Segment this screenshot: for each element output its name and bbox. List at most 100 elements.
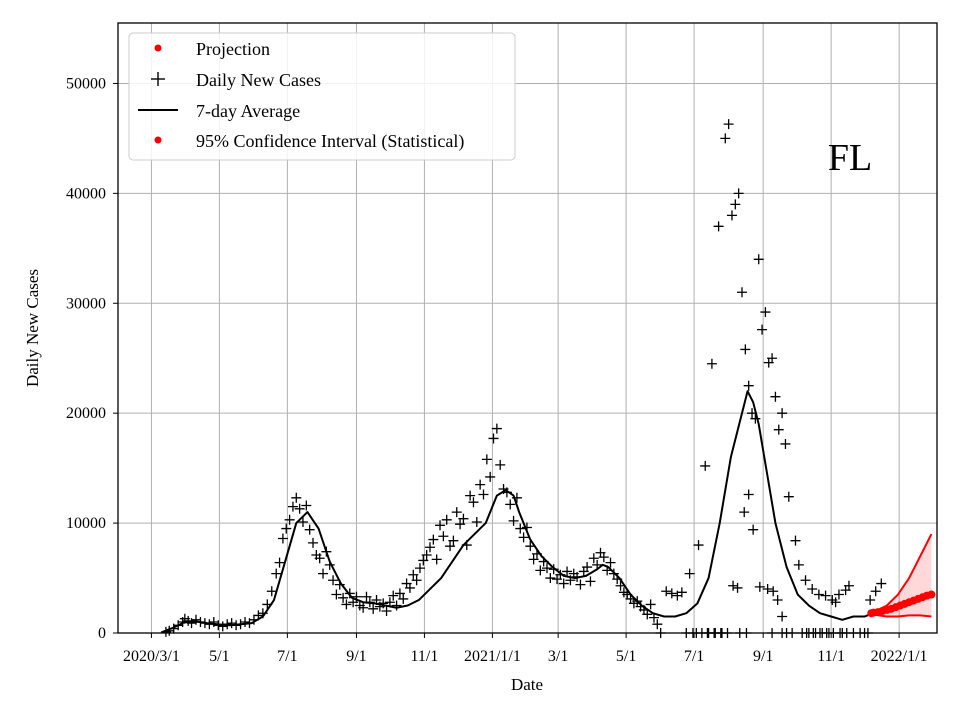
- daily-case-marker: [693, 540, 704, 551]
- daily-case-marker: [760, 307, 771, 318]
- daily-case-marker: [558, 578, 569, 589]
- daily-case-marker: [368, 603, 379, 614]
- daily-case-marker: [876, 578, 887, 589]
- daily-case-marker: [491, 423, 502, 434]
- daily-case-marker: [240, 617, 251, 628]
- daily-case-marker: [767, 353, 778, 364]
- legend-average-label: 7-day Average: [196, 101, 300, 121]
- daily-case-marker: [398, 593, 409, 604]
- daily-case-marker: [706, 358, 717, 369]
- daily-case-marker: [652, 619, 663, 630]
- daily-case-marker: [471, 516, 482, 527]
- daily-case-marker: [820, 590, 831, 601]
- daily-case-marker: [770, 391, 781, 402]
- daily-case-marker: [314, 553, 325, 564]
- daily-case-marker: [425, 542, 435, 553]
- daily-case-marker: [455, 519, 466, 530]
- daily-case-marker: [328, 575, 339, 586]
- daily-case-marker: [605, 557, 616, 568]
- ci-lower-line: [871, 613, 932, 618]
- daily-case-marker: [728, 580, 739, 591]
- x-tick-label: 2022/1/1: [871, 648, 928, 665]
- daily-case-marker: [723, 119, 734, 130]
- x-tick-label: 11/1: [410, 648, 438, 665]
- daily-case-marker: [441, 514, 452, 525]
- daily-case-marker: [720, 133, 731, 144]
- daily-case-marker: [391, 600, 402, 611]
- daily-case-marker: [451, 507, 462, 518]
- x-tick-label: 5/1: [616, 648, 636, 665]
- daily-case-marker: [865, 595, 876, 606]
- daily-case-marker: [318, 568, 329, 579]
- daily-case-marker: [284, 514, 295, 525]
- x-tick-label: 5/1: [209, 648, 229, 665]
- daily-case-marker: [271, 568, 282, 579]
- daily-case-marker: [748, 524, 759, 535]
- daily-case-marker: [445, 541, 456, 552]
- average-line: [162, 390, 871, 633]
- daily-case-marker: [777, 408, 788, 419]
- y-axis-title: Daily New Cases: [23, 269, 42, 387]
- daily-case-marker: [793, 559, 804, 570]
- daily-case-marker: [762, 584, 773, 595]
- daily-case-marker: [582, 562, 593, 573]
- daily-case-marker: [358, 602, 369, 613]
- daily-case-marker: [508, 515, 519, 526]
- y-tick-label: 10000: [66, 515, 106, 532]
- x-tick-label: 2021/1/1: [464, 648, 521, 665]
- legend-projection-label: Projection: [196, 39, 270, 59]
- daily-case-marker: [642, 609, 653, 620]
- daily-case-marker: [790, 535, 801, 546]
- daily-case-marker: [381, 606, 392, 617]
- daily-case-marker: [750, 413, 761, 424]
- daily-case-marker: [737, 287, 747, 298]
- daily-case-marker: [226, 618, 237, 629]
- daily-case-marker: [304, 524, 315, 535]
- daily-case-marker: [773, 424, 784, 435]
- daily-case-marker: [505, 499, 516, 510]
- daily-case-marker: [411, 575, 422, 586]
- daily-case-marker: [535, 565, 546, 576]
- daily-case-marker: [361, 591, 372, 602]
- daily-case-marker: [830, 597, 841, 608]
- x-tick-label: 9/1: [346, 648, 366, 665]
- daily-case-marker: [843, 580, 854, 591]
- daily-case-marker: [435, 520, 446, 531]
- daily-case-marker: [414, 563, 425, 574]
- projection-point: [927, 590, 936, 599]
- daily-case-marker: [743, 380, 754, 391]
- legend: Projection Daily New Cases 7-day Average…: [128, 32, 516, 161]
- daily-case-marker: [585, 576, 596, 587]
- daily-case-marker: [733, 188, 744, 199]
- daily-case-marker: [739, 507, 750, 518]
- x-axis-title: Date: [511, 675, 543, 694]
- daily-case-marker: [297, 516, 308, 527]
- daily-case-marker: [274, 557, 285, 568]
- daily-case-marker: [518, 532, 529, 543]
- daily-case-marker: [740, 344, 751, 355]
- daily-case-marker: [753, 254, 764, 265]
- seven-day-average: [162, 390, 871, 633]
- daily-case-marker: [291, 492, 302, 503]
- daily-case-marker: [726, 210, 737, 221]
- daily-case-marker: [700, 460, 711, 471]
- daily-case-marker: [488, 433, 499, 444]
- daily-case-marker: [388, 590, 399, 601]
- state-label: FL: [828, 137, 872, 179]
- x-tick-label: 7/1: [277, 648, 297, 665]
- daily-case-marker: [684, 568, 695, 579]
- daily-case-marker: [545, 573, 556, 584]
- daily-case-marker: [338, 592, 349, 603]
- legend-projection-marker: [154, 44, 162, 52]
- daily-case-marker: [548, 564, 559, 575]
- daily-case-marker: [542, 563, 552, 574]
- daily-case-marker: [331, 589, 342, 600]
- daily-case-marker: [281, 523, 292, 534]
- legend-daily-label: Daily New Cases: [196, 70, 321, 90]
- legend-daily-marker: [151, 72, 165, 86]
- daily-case-marker: [485, 471, 496, 482]
- daily-case-marker: [645, 599, 656, 610]
- daily-case-marker: [478, 489, 489, 500]
- daily-case-marker: [408, 569, 419, 580]
